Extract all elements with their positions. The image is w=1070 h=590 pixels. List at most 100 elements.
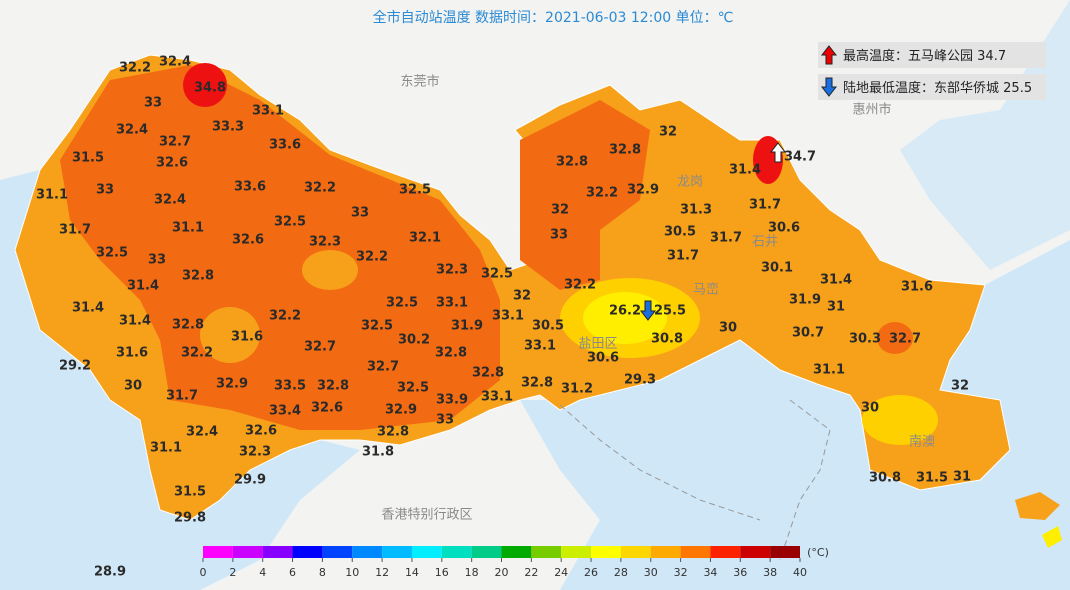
- station-value: 31.4: [729, 163, 761, 178]
- colorbar-tick-label: 22: [524, 566, 538, 579]
- colorbar-unit: (°C): [807, 546, 829, 559]
- colorbar-tick-label: 30: [644, 566, 658, 579]
- station-value: 30.5: [532, 319, 564, 334]
- station-value: 31.7: [667, 249, 699, 264]
- max-zone: [183, 63, 227, 107]
- station-value: 32.5: [481, 267, 513, 282]
- station-value: 31.4: [72, 301, 104, 316]
- station-value: 33: [351, 206, 369, 221]
- max-icon: [820, 45, 838, 65]
- station-value: 32.9: [627, 183, 659, 198]
- place-label: 马峦: [693, 282, 719, 298]
- station-value: 32.3: [239, 445, 271, 460]
- station-value: 33: [436, 413, 454, 428]
- station-value: 32.5: [399, 183, 431, 198]
- colorbar-tick-label: 4: [259, 566, 266, 579]
- station-value: 32: [513, 289, 531, 304]
- place-label: 龙岗: [677, 175, 703, 190]
- station-value: 30.1: [761, 261, 793, 276]
- hot-zone: [877, 322, 913, 354]
- warm-zone: [200, 307, 260, 363]
- station-value: 32.2: [269, 309, 301, 324]
- station-value: 29.9: [234, 473, 266, 488]
- station-value: 33: [144, 96, 162, 111]
- station-value: 31.9: [789, 293, 821, 308]
- colorbar-swatch: [561, 546, 592, 558]
- station-value: 30.8: [869, 471, 901, 486]
- station-value: 30.2: [398, 333, 430, 348]
- station-value: 33.9: [436, 393, 468, 408]
- station-value: 32: [551, 203, 569, 218]
- station-value: 32.2: [586, 186, 618, 201]
- station-value: 32.2: [181, 346, 213, 361]
- station-value: 32.4: [159, 55, 191, 70]
- station-value: 31: [953, 470, 971, 485]
- title: 全市自动站温度 数据时间：2021-06-03 12:00 单位：℃: [373, 9, 734, 26]
- station-value: 31.4: [127, 279, 159, 294]
- station-value: 33: [96, 183, 114, 198]
- colorbar-tick-label: 40: [793, 566, 807, 579]
- station-value: 33.1: [524, 339, 556, 354]
- colorbar-tick-label: 24: [554, 566, 568, 579]
- hot-zone: [520, 100, 650, 290]
- island: [1015, 492, 1060, 520]
- station-value: 33.1: [252, 104, 284, 119]
- station-value: 31.8: [362, 445, 394, 460]
- colorbar-swatch: [322, 546, 353, 558]
- station-value: 32.8: [472, 366, 504, 381]
- max-legend: 最高温度：五马峰公园 34.7: [843, 48, 1006, 64]
- station-value: 32.2: [564, 278, 596, 293]
- station-value: 31.1: [813, 363, 845, 378]
- place-label: 惠州市: [852, 102, 891, 118]
- colorbar-swatch: [352, 546, 383, 558]
- station-value: 32.5: [361, 319, 393, 334]
- station-value: 31.7: [59, 223, 91, 238]
- station-value: 34.8: [194, 81, 226, 96]
- colorbar-swatch: [203, 546, 233, 558]
- station-value: 32.5: [386, 296, 418, 311]
- station-value: 32.8: [172, 318, 204, 333]
- place-label: 南澳: [909, 434, 935, 450]
- station-value: 33.1: [436, 296, 468, 311]
- station-value: 32.6: [245, 424, 277, 439]
- colorbar-swatch: [441, 546, 472, 558]
- station-value: 33.5: [274, 379, 306, 394]
- station-value: 30.3: [849, 332, 881, 347]
- station-value: 32.5: [96, 246, 128, 261]
- min-legend: 陆地最低温度：东部华侨城 25.5: [843, 80, 1032, 96]
- station-value: 33.4: [269, 404, 301, 419]
- sea: [0, 170, 360, 590]
- colorbar-tick-label: 26: [584, 566, 598, 579]
- station-value: 26.2: [609, 304, 641, 319]
- station-value: 31: [827, 300, 845, 315]
- cool-zone: [862, 395, 938, 445]
- colorbar-tick-label: 10: [345, 566, 359, 579]
- station-value: 31.5: [174, 485, 206, 500]
- sea: [520, 240, 1070, 590]
- station-value: 31.5: [72, 151, 104, 166]
- station-value: 32.8: [377, 425, 409, 440]
- station-value: 32.2: [119, 61, 151, 76]
- colorbar-tick-label: 38: [763, 566, 777, 579]
- station-value: 32.3: [436, 263, 468, 278]
- boundary: [559, 399, 831, 561]
- hot-zone: [60, 65, 500, 430]
- station-value: 32.6: [156, 156, 188, 171]
- colorbar-swatch: [680, 546, 711, 558]
- station-value: 31.1: [150, 441, 182, 456]
- station-value: 32.7: [159, 135, 191, 150]
- colorbar-tick-label: 20: [495, 566, 509, 579]
- colorbar-swatch: [382, 546, 412, 558]
- station-value: 32.2: [356, 250, 388, 265]
- colorbar-swatch: [650, 546, 681, 558]
- colorbar-tick-label: 12: [375, 566, 389, 579]
- station-value: 30: [124, 379, 142, 394]
- max-marker: [769, 142, 787, 163]
- station-value: 25.5: [654, 304, 686, 319]
- station-value: 32.7: [304, 340, 336, 355]
- legend-box: [818, 74, 1046, 100]
- station-value: 32.9: [216, 377, 248, 392]
- warm-zone: [302, 250, 358, 290]
- station-value: 31.4: [820, 273, 852, 288]
- island: [1042, 526, 1062, 548]
